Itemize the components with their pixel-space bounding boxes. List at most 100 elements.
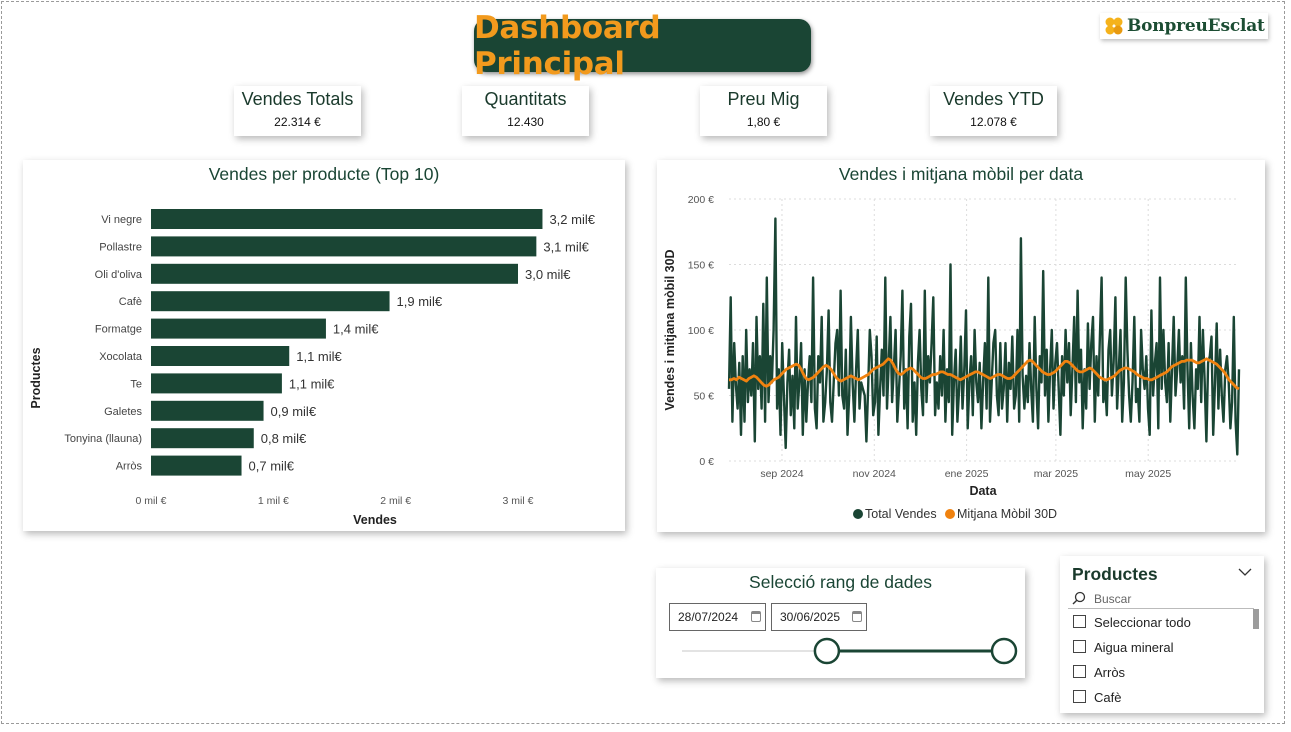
bar-chart-xlabel: Vendes <box>353 513 397 527</box>
line-chart-panel[interactable]: Vendes i mitjana mòbil per data 200 € 150… <box>657 160 1265 532</box>
series-line-mitjana-mobil[interactable] <box>729 357 1240 391</box>
checkbox[interactable] <box>1073 640 1086 653</box>
kpi-title: Preu Mig <box>727 89 800 109</box>
bar-data-label: 3,1 mil€ <box>543 239 589 254</box>
brand-logo: BonpreuEsclat <box>1100 13 1268 39</box>
bar-x-tick-label: 0 mil € <box>136 495 167 507</box>
bar-chart-svg: Productes Vendes 0 mil € 1 mil € 2 mil € 3 … <box>29 209 596 527</box>
bar-category-label: Galetes <box>104 406 142 418</box>
list-scrollbar[interactable] <box>1253 609 1259 629</box>
bar[interactable] <box>151 263 518 284</box>
line-y-tick-label: 0 € <box>699 456 714 468</box>
slider-end-handle[interactable] <box>990 637 1018 665</box>
search-divider <box>1068 608 1254 609</box>
line-chart-svg: 200 € 150 € 100 € 50 € 0 € sep 2024 nov 2024 en… <box>663 194 1241 521</box>
kpi-value: 1,80 € <box>746 115 781 129</box>
kpi-value: 12.430 <box>507 115 544 129</box>
line-y-tick-label: 100 € <box>688 325 714 337</box>
legend-marker-mitjana-mobil <box>945 509 955 519</box>
line-chart-title: Vendes i mitjana mòbil per data <box>838 164 1084 184</box>
start-date-input[interactable]: 28/07/2024 <box>669 603 766 631</box>
date-range-slider[interactable] <box>656 631 1025 671</box>
bar[interactable] <box>151 373 282 394</box>
products-search-input[interactable]: Buscar <box>1094 592 1132 606</box>
bar[interactable] <box>151 428 254 449</box>
list-item-label: Cafè <box>1094 690 1122 705</box>
kpi-card-preu-mig[interactable]: Preu Mig 1,80 € <box>700 86 827 136</box>
line-chart-ylabel: Vendes i mitjana mòbil 30D <box>663 249 677 410</box>
bar-category-label: Vi negre <box>101 214 142 226</box>
bar[interactable] <box>151 318 326 339</box>
brand-name: BonpreuEsclat <box>1127 16 1265 36</box>
bar-data-label: 1,1 mil€ <box>296 349 342 364</box>
legend-marker-total-vendes <box>853 509 863 519</box>
legend-label-mitjana-mobil: Mitjana Mòbil 30D <box>957 507 1057 521</box>
bar-chart-title: Vendes per producte (Top 10) <box>208 164 440 184</box>
kpi-card-vendes-totals[interactable]: Vendes Totals 22.314 € <box>234 86 361 136</box>
dashboard-title-box: Dashboard Principal <box>474 10 811 82</box>
bar-data-label: 1,9 mil€ <box>397 294 443 309</box>
bar[interactable] <box>151 400 264 421</box>
bar-category-label: Tonyina (llauna) <box>64 433 142 445</box>
kpi-value: 22.314 € <box>274 115 321 129</box>
line-y-tick-label: 150 € <box>688 260 714 272</box>
checkbox[interactable] <box>1073 665 1086 678</box>
legend-label-total-vendes: Total Vendes <box>865 507 937 521</box>
list-item-label: Seleccionar todo <box>1094 615 1191 630</box>
date-slicer-title: Selecció rang de dades <box>749 572 932 592</box>
calendar-icon[interactable] <box>852 611 862 622</box>
brand-flower-icon <box>1105 17 1123 35</box>
kpi-card-vendes-ytd[interactable]: Vendes YTD 12.078 € <box>930 86 1057 136</box>
bar-chart-ylabel: Productes <box>29 347 43 408</box>
bar-data-label: 0,7 mil€ <box>249 459 295 474</box>
search-icon <box>1072 591 1086 605</box>
end-date-value: 30/06/2025 <box>780 610 841 624</box>
calendar-icon[interactable] <box>751 611 761 622</box>
series-line-total-vendes[interactable] <box>727 217 1241 456</box>
bar-x-tick-label: 2 mil € <box>380 495 411 507</box>
line-x-tick-label: nov 2024 <box>853 468 896 480</box>
bar-category-label: Formatge <box>95 324 142 336</box>
bar-x-tick-label: 1 mil € <box>258 495 289 507</box>
kpi-value: 12.078 € <box>970 115 1017 129</box>
bar[interactable] <box>151 455 242 476</box>
products-slicer-title: Productes <box>1072 564 1158 584</box>
bar[interactable] <box>151 209 543 229</box>
bar-x-tick-label: 3 mil € <box>503 495 534 507</box>
bar[interactable] <box>151 291 390 312</box>
line-y-tick-label: 200 € <box>688 194 714 206</box>
line-x-tick-label: may 2025 <box>1125 468 1171 480</box>
bar-category-label: Xocolata <box>99 351 143 363</box>
line-chart-legend[interactable]: Total Vendes Mitjana Mòbil 30D <box>853 507 1057 521</box>
end-date-input[interactable]: 30/06/2025 <box>771 603 867 631</box>
dashboard-title: Dashboard Principal <box>474 9 661 82</box>
checkbox[interactable] <box>1073 690 1086 703</box>
bar-category-label: Te <box>130 378 142 390</box>
kpi-card-quantitats[interactable]: Quantitats 12.430 <box>462 86 589 136</box>
start-date-value: 28/07/2024 <box>678 610 739 624</box>
bar-data-label: 1,1 mil€ <box>289 376 335 391</box>
bar-data-label: 1,4 mil€ <box>333 322 379 337</box>
kpi-title: Quantitats <box>484 89 567 109</box>
checkbox[interactable] <box>1073 615 1086 628</box>
line-x-tick-label: sep 2024 <box>760 468 803 480</box>
bar[interactable] <box>151 236 537 257</box>
line-x-tick-label: mar 2025 <box>1034 468 1079 480</box>
kpi-title: Vendes YTD <box>943 89 1044 109</box>
bar-chart-panel[interactable]: Vendes per producte (Top 10) Productes V… <box>23 160 625 531</box>
bar-data-label: 0,8 mil€ <box>261 431 307 446</box>
line-y-tick-label: 50 € <box>694 391 715 403</box>
bar[interactable] <box>151 346 290 366</box>
line-chart-xlabel: Data <box>969 484 997 498</box>
products-slicer: Productes Buscar Seleccionar todo Aigua … <box>1060 556 1264 713</box>
bar-category-label: Pollastre <box>99 241 142 253</box>
bar-data-label: 3,2 mil€ <box>549 212 595 227</box>
slider-start-handle[interactable] <box>813 637 841 665</box>
bar-category-label: Cafè <box>119 296 142 308</box>
list-item-label: Arròs <box>1094 665 1126 680</box>
bar-category-label: Oli d'oliva <box>95 269 143 281</box>
chevron-down-icon[interactable] <box>1238 567 1252 577</box>
bar-category-label: Arròs <box>116 461 143 473</box>
